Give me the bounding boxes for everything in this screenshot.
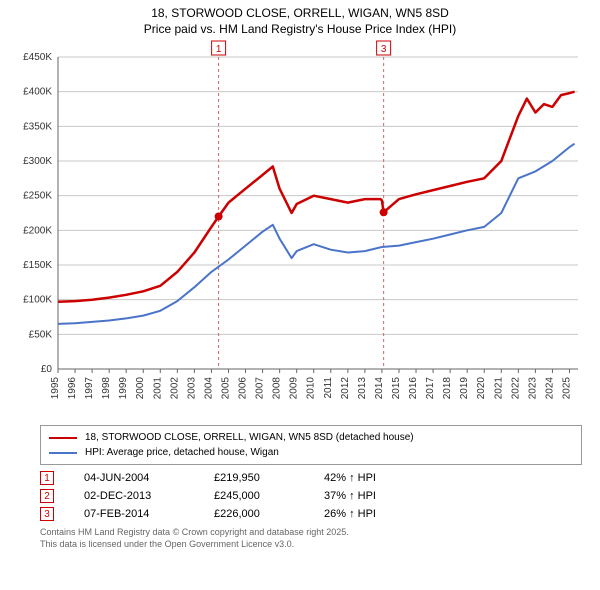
svg-text:1995: 1995 (50, 377, 61, 400)
svg-text:2002: 2002 (169, 377, 180, 400)
svg-text:2006: 2006 (238, 377, 249, 400)
svg-text:2007: 2007 (255, 377, 266, 400)
svg-text:2010: 2010 (306, 377, 317, 400)
svg-text:£300K: £300K (23, 156, 52, 167)
svg-text:2017: 2017 (425, 377, 436, 400)
legend-label: HPI: Average price, detached house, Wiga… (85, 445, 279, 460)
svg-text:2004: 2004 (203, 377, 214, 400)
legend-label: 18, STORWOOD CLOSE, ORRELL, WIGAN, WN5 8… (85, 430, 414, 445)
svg-text:2015: 2015 (391, 377, 402, 400)
svg-text:£250K: £250K (23, 191, 52, 202)
svg-text:2020: 2020 (476, 377, 487, 400)
svg-text:£450K: £450K (23, 52, 52, 63)
sales-row: 3 07-FEB-2014 £226,000 26% ↑ HPI (40, 505, 582, 523)
svg-text:2022: 2022 (510, 377, 521, 400)
svg-text:£0: £0 (41, 364, 53, 375)
svg-text:2001: 2001 (152, 377, 163, 400)
legend: 18, STORWOOD CLOSE, ORRELL, WIGAN, WN5 8… (40, 425, 582, 465)
svg-text:2000: 2000 (135, 377, 146, 400)
svg-text:1999: 1999 (118, 377, 129, 400)
svg-text:1996: 1996 (67, 377, 78, 400)
svg-text:2008: 2008 (272, 377, 283, 400)
sale-pct: 37% ↑ HPI (324, 490, 424, 502)
svg-text:£150K: £150K (23, 260, 52, 271)
sale-date: 04-JUN-2004 (84, 472, 184, 484)
svg-text:2014: 2014 (374, 377, 385, 400)
chart-area: £0 £50K £100K £150K £200K £250K £300K £350K £400… (10, 39, 590, 419)
svg-text:1: 1 (216, 44, 222, 55)
svg-text:£350K: £350K (23, 122, 52, 133)
legend-row: HPI: Average price, detached house, Wiga… (49, 445, 573, 460)
svg-text:2011: 2011 (323, 377, 334, 399)
svg-text:3: 3 (381, 44, 387, 55)
svg-text:£100K: £100K (23, 295, 52, 306)
legend-swatch (49, 437, 77, 439)
chart-svg: £0 £50K £100K £150K £200K £250K £300K £350K £400… (10, 39, 590, 419)
chart-title: 18, STORWOOD CLOSE, ORRELL, WIGAN, WN5 8… (0, 0, 600, 39)
sale-marker: 1 (40, 471, 54, 485)
chart-container: 18, STORWOOD CLOSE, ORRELL, WIGAN, WN5 8… (0, 0, 600, 590)
svg-text:£50K: £50K (29, 330, 53, 341)
footer: Contains HM Land Registry data © Crown c… (40, 527, 582, 550)
svg-text:2019: 2019 (459, 377, 470, 400)
sale-marker: 2 (40, 489, 54, 503)
sale-date: 02-DEC-2013 (84, 490, 184, 502)
title-line-2: Price paid vs. HM Land Registry's House … (0, 22, 600, 38)
svg-text:2005: 2005 (220, 377, 231, 400)
svg-text:1997: 1997 (84, 377, 95, 400)
sales-table: 1 04-JUN-2004 £219,950 42% ↑ HPI 2 02-DEC-201… (40, 469, 582, 523)
sale-marker: 3 (40, 507, 54, 521)
svg-text:2013: 2013 (357, 377, 368, 400)
svg-text:2012: 2012 (340, 377, 351, 400)
svg-text:2021: 2021 (493, 377, 504, 400)
sale-price: £219,950 (214, 472, 294, 484)
sale-price: £245,000 (214, 490, 294, 502)
svg-text:2025: 2025 (561, 377, 572, 400)
legend-row: 18, STORWOOD CLOSE, ORRELL, WIGAN, WN5 8… (49, 430, 573, 445)
svg-text:2018: 2018 (442, 377, 453, 400)
legend-swatch (49, 452, 77, 454)
sales-row: 2 02-DEC-2013 £245,000 37% ↑ HPI (40, 487, 582, 505)
svg-text:2016: 2016 (408, 377, 419, 400)
sales-row: 1 04-JUN-2004 £219,950 42% ↑ HPI (40, 469, 582, 487)
title-line-1: 18, STORWOOD CLOSE, ORRELL, WIGAN, WN5 8… (0, 6, 600, 22)
sale-pct: 26% ↑ HPI (324, 508, 424, 520)
sale-date: 07-FEB-2014 (84, 508, 184, 520)
svg-text:2009: 2009 (289, 377, 300, 400)
footer-line-1: Contains HM Land Registry data © Crown c… (40, 527, 582, 539)
svg-text:£400K: £400K (23, 87, 52, 98)
sale-price: £226,000 (214, 508, 294, 520)
svg-text:1998: 1998 (101, 377, 112, 400)
sale-pct: 42% ↑ HPI (324, 472, 424, 484)
svg-text:2023: 2023 (527, 377, 538, 400)
svg-text:£200K: £200K (23, 226, 52, 237)
svg-text:2003: 2003 (186, 377, 197, 400)
footer-line-2: This data is licensed under the Open Gov… (40, 539, 582, 551)
svg-text:2024: 2024 (544, 377, 555, 400)
